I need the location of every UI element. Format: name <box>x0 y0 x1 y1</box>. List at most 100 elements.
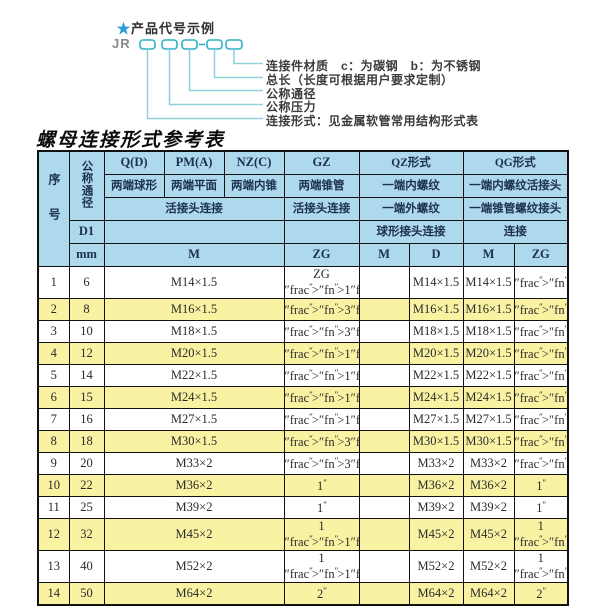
header-seq: 序号 <box>37 150 70 267</box>
cell-qg-m: M33×2 <box>462 452 515 476</box>
cell-m: M33×2 <box>103 452 285 476</box>
header-row4-qz: 球形接头连接 <box>358 220 464 244</box>
header-row-4: D1 球形接头连接 连接 <box>38 220 569 244</box>
cell-m: M39×2 <box>103 496 285 520</box>
product-code-heading: ★产品代号示例 <box>117 18 215 37</box>
header-desc-pm: 两端平面 <box>163 174 225 198</box>
cell-m: M36×2 <box>103 474 285 498</box>
cell-qg-zg: ″frac″>″fn″>1″fd″>2″ <box>513 408 569 432</box>
cell-zg: 2″ <box>283 582 360 606</box>
cell-zg: 1 ″frac″>″fn″>1″fd″>4″ <box>283 518 360 552</box>
code-box-3 <box>181 39 198 50</box>
cell-qz-m <box>358 408 410 432</box>
cell-m: M14×1.5 <box>103 265 285 300</box>
cell-zg: ZG ″frac″>″fn″>1″fd″>4″ <box>283 265 360 300</box>
header-unit-qz-d: D <box>408 243 464 267</box>
cell-dn-mm: 8 <box>68 298 105 322</box>
table-row: 514M22×1.5″frac″>″fn″>1″fd″>2″M22×1.5M22… <box>37 364 569 388</box>
header-dn: 公称通径 <box>68 150 105 221</box>
cell-dn-mm: 6 <box>68 265 105 300</box>
cell-dn-mm: 20 <box>68 452 105 476</box>
cell-seq: 3 <box>37 320 70 344</box>
code-label-diameter: 公称通径 <box>266 86 317 101</box>
page: { "colors":{ "header_bg":"#aed8ec","alt_… <box>36 18 570 606</box>
empty-cell <box>103 220 285 244</box>
cell-qg-zg: ″frac″>″fn″>3″fd″>4″ <box>513 430 569 454</box>
cell-qz-d: M30×1.5 <box>408 430 464 454</box>
cell-seq: 6 <box>37 386 70 410</box>
header-desc-q: 两端球形 <box>103 174 165 198</box>
header-union: 活接头连接 <box>103 197 285 221</box>
cell-zg: 1″ <box>283 474 360 498</box>
header-col-pm: PM(A) <box>163 150 225 175</box>
cell-zg: ″frac″>″fn″>3″fd″>8″ <box>283 320 360 344</box>
cell-qz-m <box>358 342 410 366</box>
cell-qg-m: M24×1.5 <box>462 386 515 410</box>
header-desc-gz: 两端锥管 <box>283 174 360 198</box>
cell-qg-m: M14×1.5 <box>462 265 515 300</box>
cell-qz-m <box>358 364 410 388</box>
cell-seq: 12 <box>37 518 70 552</box>
cell-qz-d: M36×2 <box>408 474 464 498</box>
header-row4-qg: 连接 <box>462 220 569 244</box>
cell-seq: 8 <box>37 430 70 454</box>
table-row: 10 22 M36×2 1″ M36×2 M36×2 1″ <box>37 474 569 498</box>
code-box-4 <box>206 39 223 50</box>
cell-qg-zg: ″frac″>″fn″>3″fd″>8″ <box>513 320 569 344</box>
cell-dn-mm: 15 <box>68 386 105 410</box>
cell-qg-m: M27×1.5 <box>462 408 515 432</box>
header-unit-qz-m: M <box>358 243 410 267</box>
code-box-2 <box>161 39 178 50</box>
header-col-q: Q(D) <box>103 150 165 175</box>
cell-qg-zg: 1 ″frac″>″fn″>1″fd″>4″ <box>513 518 569 552</box>
cell-dn-mm: 50 <box>68 582 105 606</box>
cell-seq: 4 <box>37 342 70 366</box>
cell-qz-m <box>358 496 410 520</box>
connector-line-5 <box>146 49 263 120</box>
star-icon: ★ <box>117 21 132 36</box>
cell-qz-m <box>358 518 410 552</box>
cell-m: M24×1.5 <box>103 386 285 410</box>
header-col-qg: QG形式 <box>462 150 569 175</box>
product-code-heading-text: 产品代号示例 <box>131 21 216 36</box>
cell-qz-d: M33×2 <box>408 452 464 476</box>
table-row: 920M33×2″frac″>″fn″>3″fd″>4″M33×2M33×2″f… <box>37 452 569 476</box>
cell-qg-m: M36×2 <box>462 474 515 498</box>
header-unit-qg-m: M <box>462 243 515 267</box>
code-label-pressure: 公称压力 <box>266 100 317 114</box>
connector-line-2 <box>213 49 263 79</box>
cell-m: M45×2 <box>103 518 285 552</box>
header-col-nz: NZ(C) <box>223 150 285 175</box>
code-prefix: JR <box>112 36 131 51</box>
cell-seq: 14 <box>37 582 70 606</box>
cell-m: M20×1.5 <box>103 342 285 366</box>
header-row-1: 序号 公称通径 Q(D) PM(A) NZ(C) GZ QZ形式 QG形式 <box>37 150 569 267</box>
cell-qz-m <box>358 430 410 454</box>
cell-zg: ″frac″>″fn″>1″fd″>2″ <box>283 342 360 366</box>
code-label-connection: 连接形式：见金属软管常用结构形式表 <box>266 114 479 128</box>
cell-qg-zg: ″frac″>″fn″>1″fd″>4″ <box>513 265 569 300</box>
header-desc-qz: 一端内螺纹 <box>358 174 464 198</box>
cell-qz-m <box>358 265 410 300</box>
header-unit-zg: ZG <box>283 243 360 267</box>
cell-zg: ″frac″>″fn″>1″fd″>2″ <box>283 408 360 432</box>
cell-qg-m: M30×1.5 <box>462 430 515 454</box>
header-col-qz: QZ形式 <box>358 150 464 175</box>
cell-dn-mm: 22 <box>68 474 105 498</box>
header-col-gz: GZ <box>283 150 360 175</box>
cell-qg-m: M45×2 <box>462 518 515 552</box>
cell-qg-zg: 1″ <box>513 496 569 520</box>
connector-line-4 <box>168 49 263 106</box>
cell-qg-zg: 1″ <box>513 474 569 498</box>
cell-seq: 7 <box>37 408 70 432</box>
cell-qg-m: M64×2 <box>462 582 515 606</box>
cell-seq: 9 <box>37 452 70 476</box>
header-d1: D1 <box>68 220 105 244</box>
cell-qz-d: M45×2 <box>408 518 464 552</box>
cell-qz-d: M39×2 <box>408 496 464 520</box>
cell-zg: ″frac″>″fn″>3″fd″>4″ <box>283 430 360 454</box>
cell-qz-m <box>358 452 410 476</box>
